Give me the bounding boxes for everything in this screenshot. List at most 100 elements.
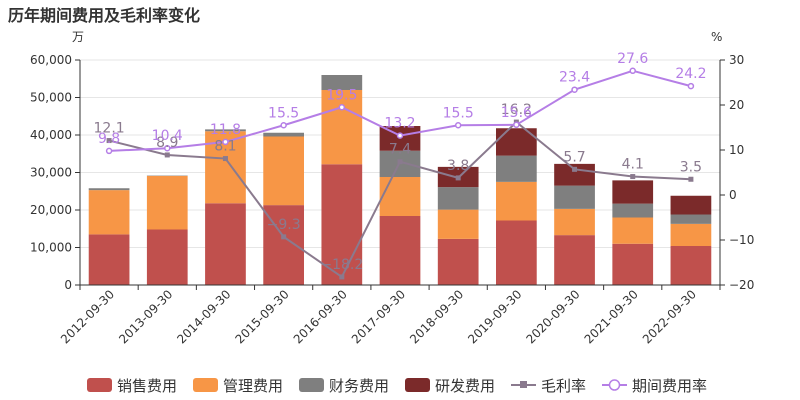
- data-label: 15.6: [501, 105, 532, 121]
- category-label: 2017-09-30: [349, 287, 408, 346]
- bar-segment: [612, 180, 654, 204]
- line-point: [281, 234, 287, 240]
- data-label: −9.3: [267, 217, 301, 233]
- bars: [88, 75, 712, 285]
- right-tick-label: 10: [729, 143, 744, 157]
- bar-segment: [554, 163, 595, 186]
- line-point: [687, 82, 695, 90]
- bar-segment: [321, 164, 363, 285]
- bar-segment: [554, 185, 595, 209]
- left-tick-label: 50,000: [30, 91, 72, 105]
- bar-segment: [496, 155, 537, 182]
- right-tick-label: 20: [729, 98, 744, 112]
- data-label: 7.4: [389, 142, 411, 158]
- left-tick-label: 30,000: [30, 166, 72, 180]
- bar-segment: [88, 188, 130, 191]
- data-label: 9.8: [98, 131, 120, 147]
- legend-swatch: [405, 378, 430, 392]
- bar-segment: [670, 214, 712, 224]
- bar-segment: [437, 187, 479, 210]
- data-label: 8.1: [214, 139, 236, 155]
- bar-segment: [437, 238, 479, 285]
- bar-segment: [670, 246, 712, 285]
- line-point: [339, 274, 345, 280]
- data-label: 19.5: [326, 87, 357, 103]
- legend-label: 财务费用: [329, 377, 389, 395]
- chart-title: 历年期间费用及毛利率变化: [8, 6, 200, 25]
- data-labels: 12.1 8.9 8.1 −9.3 −18.2 7.4 3.8 16.2 5.7 4.1 3.5 9.…: [94, 51, 707, 273]
- legend-swatch: [193, 378, 218, 392]
- right-tick-label: −20: [729, 278, 754, 292]
- line-point: [396, 132, 404, 139]
- data-label: 23.4: [559, 70, 590, 86]
- left-tick-label: 0: [64, 278, 72, 292]
- left-tick-label: 10,000: [30, 241, 72, 255]
- legend-label: 销售费用: [117, 377, 177, 395]
- category-label: 2018-09-30: [407, 287, 466, 346]
- lines: [105, 67, 695, 280]
- data-label: 16.2: [501, 102, 532, 118]
- bar-segment: [146, 175, 188, 230]
- bar-segment: [670, 195, 712, 215]
- bar-segment: [88, 190, 130, 235]
- legend-label: 期间费用率: [632, 377, 707, 395]
- category-label: 2015-09-30: [233, 287, 292, 346]
- bar-segment: [612, 217, 654, 244]
- right-tick-label: −10: [729, 233, 754, 247]
- data-label: 13.2: [384, 116, 415, 132]
- left-tick-label: 40,000: [30, 128, 72, 142]
- line-point: [164, 152, 170, 158]
- category-label: 2012-09-30: [58, 287, 117, 346]
- data-label: 4.1: [622, 157, 644, 173]
- bar-segment: [379, 216, 421, 285]
- data-label: 27.6: [617, 51, 648, 67]
- bar-segment: [379, 177, 421, 216]
- bar-segment: [321, 75, 363, 90]
- bar-segment: [205, 129, 246, 132]
- left-tick-label: 60,000: [30, 53, 72, 67]
- category-label: 2020-09-30: [523, 287, 582, 346]
- data-label: 15.5: [443, 105, 474, 121]
- line-point: [572, 166, 578, 172]
- right-axis-unit: %: [711, 30, 722, 44]
- line-point: [688, 176, 694, 182]
- bar-segment: [496, 220, 537, 285]
- bar-segment: [496, 128, 537, 156]
- category-label: 2021-09-30: [582, 287, 641, 346]
- data-label: 11.8: [210, 122, 241, 138]
- category-label: 2016-09-30: [291, 287, 350, 346]
- data-label: 3.8: [447, 158, 469, 174]
- data-label: 10.4: [152, 128, 183, 144]
- line-point: [280, 122, 287, 129]
- bar-segment: [146, 229, 188, 285]
- left-tick-label: 20,000: [30, 203, 72, 217]
- line-point: [571, 86, 578, 93]
- bar-segment: [437, 209, 479, 239]
- right-tick-label: 0: [729, 188, 737, 202]
- data-label: 12.1: [94, 121, 125, 137]
- bar-segment: [321, 90, 363, 165]
- bar-segment: [205, 203, 246, 285]
- right-tick-label: 30: [729, 53, 744, 67]
- bar-segment: [612, 203, 654, 218]
- line-point: [106, 138, 112, 144]
- bar-segment: [670, 223, 712, 246]
- bar-segment: [554, 208, 595, 236]
- legend-label: 毛利率: [541, 377, 586, 395]
- line-point: [454, 122, 462, 129]
- legend: 销售费用 管理费用 财务费用 研发费用 毛利率 期间费用率: [87, 377, 707, 395]
- legend-marker: [520, 381, 527, 388]
- bar-segment: [263, 136, 304, 206]
- category-label: 2014-09-30: [174, 287, 233, 346]
- line-point: [338, 104, 346, 111]
- line-point: [630, 174, 636, 180]
- line-point: [222, 156, 228, 162]
- line-point: [105, 147, 113, 155]
- bar-segment: [263, 132, 304, 137]
- data-label: 3.5: [680, 159, 702, 175]
- line-point: [164, 144, 171, 152]
- line-point: [455, 175, 461, 181]
- legend-marker: [608, 379, 621, 391]
- line-point: [397, 159, 403, 165]
